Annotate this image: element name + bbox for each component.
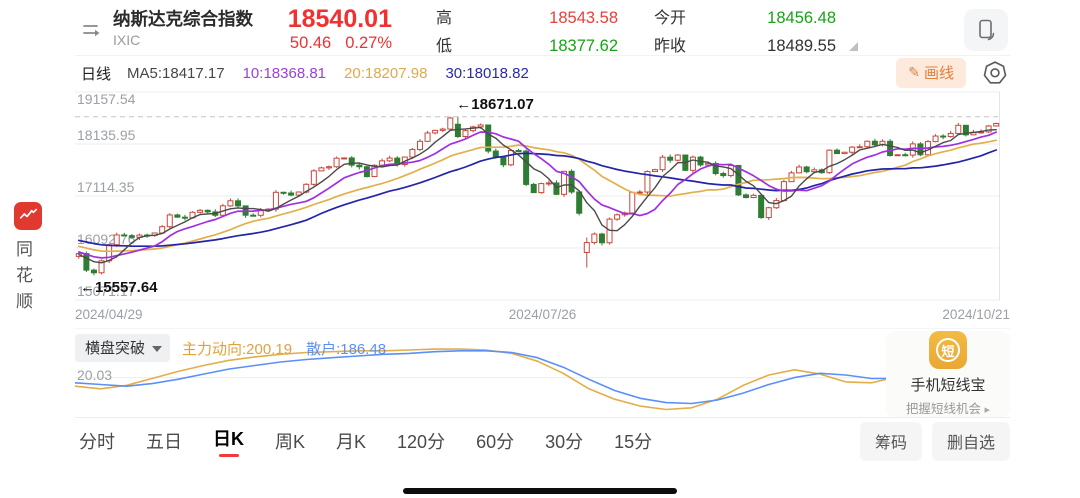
indicator-selector[interactable]: 横盘突破 — [75, 334, 171, 362]
svg-text:15071.17: 15071.17 — [77, 283, 136, 299]
chart-settings-button[interactable] — [982, 60, 1008, 86]
shortline-app-icon: 短 — [929, 331, 967, 369]
stat-row: 高 18543.58 — [436, 4, 618, 28]
svg-text:←15557.64: ←15557.64 — [80, 279, 158, 296]
svg-text:17114.35: 17114.35 — [77, 179, 135, 195]
ths-app-logo[interactable] — [14, 202, 42, 230]
stat-label: 高 — [436, 9, 453, 27]
remove-watchlist-button[interactable]: 删自选 — [931, 421, 1010, 461]
ma-value: 10:18368.81 — [242, 64, 327, 82]
ma-value: MA5:18417.17 — [127, 64, 225, 82]
chips-button[interactable]: 筹码 — [859, 421, 922, 461]
tab-item[interactable]: 分时 — [79, 432, 115, 452]
price-change-line: 50.46 0.27% — [290, 34, 392, 53]
period-tabbar: 分时 五日 日K 周K 月K 120分 60分 30分 15分 筹码 删自选 — [75, 418, 1010, 464]
chevron-down-icon — [152, 345, 163, 352]
indicator-axis-label: 20.03 — [77, 367, 113, 383]
tab-item[interactable]: 15分 — [614, 432, 653, 452]
app-name-vertical: 同花顺 — [13, 240, 32, 318]
price-change-percent: 0.27% — [345, 33, 392, 52]
indicator-panel: 横盘突破 主力动向:200.19 散户:186.48 20.03 短 手机短线宝 … — [74, 328, 1010, 418]
ma-toolbar: 日线 MA5:18417.17 10:18368.81 20:18207.98 30:… — [75, 56, 1010, 90]
stat-row: 昨收 18489.55 — [654, 32, 836, 56]
stat-value: 18489.55 — [767, 36, 836, 55]
kline-chart[interactable]: 19157.5418135.9517114.3516092.7615071.17… — [75, 90, 1010, 304]
rotate-screen-button[interactable] — [964, 8, 1008, 51]
stat-column: 今开 18456.48 昨收 18489.55 — [654, 4, 836, 56]
svg-text:18135.95: 18135.95 — [77, 127, 136, 143]
indicator-legend: 主力动向:200.19 散户:186.48 — [182, 338, 386, 359]
tab-item[interactable]: 60分 — [476, 432, 515, 452]
tab-item[interactable]: 30分 — [545, 432, 584, 452]
x-axis: 2024/04/29 2024/07/26 2024/10/21 — [75, 304, 1010, 328]
stat-value: 18456.48 — [767, 8, 836, 27]
indicator-series-label: 散户:186.48 — [306, 340, 387, 358]
pencil-icon: ✎ — [908, 64, 920, 80]
stat-row: 低 18377.62 — [436, 32, 618, 56]
tab-item[interactable]: 日K — [213, 425, 244, 458]
ma-value: 30:18018.82 — [445, 64, 529, 82]
promo-arrow-icon: ▸ — [984, 404, 991, 416]
stat-label: 低 — [436, 37, 453, 55]
tab-item[interactable]: 120分 — [397, 432, 446, 452]
promo-card[interactable]: 短 手机短线宝 把握短线机会 ▸ — [886, 331, 1010, 417]
quote-list-toggle-icon[interactable] — [79, 17, 105, 43]
promo-subtitle: 把握短线机会 ▸ — [905, 402, 991, 416]
ma-values: MA5:18417.17 10:18368.81 20:18207.98 30:180… — [127, 65, 529, 82]
stat-row: 今开 18456.48 — [654, 4, 836, 28]
rotate-phone-icon — [979, 19, 995, 40]
gear-icon — [983, 61, 1007, 84]
tab-item[interactable]: 五日 — [146, 432, 182, 452]
svg-text:←18671.07: ←18671.07 — [456, 96, 534, 113]
indicator-series-label: 主力动向:200.19 — [182, 340, 293, 358]
kline-chart-area[interactable]: 19157.54 18135.95 17114.35 16092.76 15071.17… — [75, 90, 1010, 304]
price-block: 18540.01 50.46 0.27% — [257, 4, 392, 53]
x-tick-center: 2024/07/26 — [508, 307, 577, 322]
svg-text:19157.54: 19157.54 — [77, 91, 136, 107]
x-tick-right: 2024/10/21 — [942, 307, 1010, 322]
x-tick-left: 2024/04/29 — [75, 307, 143, 322]
stat-column: 高 18543.58 低 18377.62 — [436, 4, 618, 56]
stat-value: 18377.62 — [549, 36, 618, 55]
quote-expand-handle[interactable] — [849, 42, 858, 51]
draw-line-button[interactable]: ✎ 画线 — [896, 58, 966, 88]
draw-line-label: 画线 — [923, 65, 954, 82]
promo-title: 手机短线宝 — [910, 377, 986, 394]
home-indicator[interactable] — [403, 488, 677, 494]
stat-label: 昨收 — [654, 37, 687, 55]
ma-value: 20:18207.98 — [344, 64, 428, 82]
period-label: 日线 — [81, 65, 112, 83]
tab-item[interactable]: 月K — [336, 432, 367, 452]
indicator-selector-label: 横盘突破 — [85, 340, 146, 357]
ths-line-icon — [19, 208, 38, 219]
shortline-icon-glyph: 短 — [936, 338, 960, 362]
price-change: 50.46 — [289, 33, 332, 52]
header-stats: 高 18543.58 低 18377.62 今开 18456.48 昨收 18489.55 — [436, 4, 836, 56]
stock-title-block[interactable]: 纳斯达克综合指数 IXIC — [113, 9, 253, 49]
stock-title: 纳斯达克综合指数 — [113, 9, 253, 30]
stat-label: 今开 — [654, 9, 687, 27]
last-price: 18540.01 — [287, 4, 392, 33]
quote-header: 纳斯达克综合指数 IXIC 18540.01 50.46 0.27% 高 18543… — [75, 0, 1010, 56]
indicator-chart[interactable] — [74, 334, 1010, 416]
tab-item[interactable]: 周K — [275, 432, 306, 452]
left-rail: 同花顺 — [0, 0, 75, 498]
tab-actions: 筹码 删自选 — [859, 421, 1010, 461]
stat-value: 18543.58 — [549, 8, 618, 27]
stock-code: IXIC — [113, 32, 141, 49]
